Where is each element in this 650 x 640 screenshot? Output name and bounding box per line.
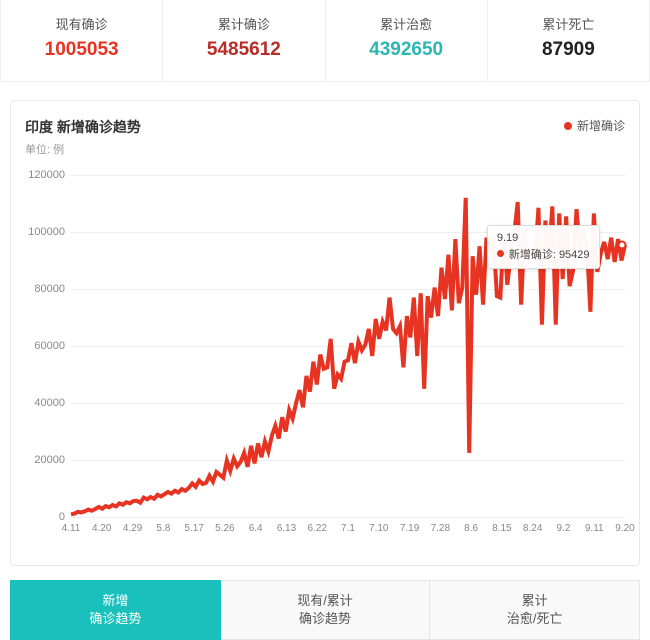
tab-line1: 现有/累计 — [221, 592, 430, 610]
stat-label: 累计死亡 — [488, 14, 649, 33]
stat-label: 累计确诊 — [163, 14, 324, 33]
tab-line1: 新增 — [11, 592, 220, 610]
x-axis: 4.114.204.295.85.175.266.46.136.227.17.1… — [71, 517, 625, 555]
stat-label: 现有确诊 — [1, 14, 162, 33]
tab-recovered-deaths[interactable]: 累计 治愈/死亡 — [430, 580, 640, 640]
tab-new-cases[interactable]: 新增 确诊趋势 — [10, 580, 221, 640]
chart-area[interactable]: 020000400006000080000100000120000 9.19 新… — [25, 175, 625, 555]
stat-value: 87909 — [488, 39, 649, 61]
tooltip-dot-icon — [497, 250, 504, 257]
stat-deaths: 累计死亡 87909 — [487, 0, 649, 81]
stat-value: 4392650 — [326, 39, 487, 61]
y-axis: 020000400006000080000100000120000 — [25, 175, 71, 517]
chart-unit: 单位: 例 — [25, 141, 141, 157]
legend-label: 新增确诊 — [577, 117, 625, 134]
tab-active-total[interactable]: 现有/累计 确诊趋势 — [221, 580, 431, 640]
chart-title: 印度 新增确诊趋势 — [25, 117, 141, 137]
stat-value: 1005053 — [1, 39, 162, 61]
tooltip: 9.19 新增确诊: 95429 — [487, 225, 600, 269]
plot: 9.19 新增确诊: 95429 — [71, 175, 625, 517]
tabs: 新增 确诊趋势 现有/累计 确诊趋势 累计 治愈/死亡 — [10, 580, 640, 640]
stat-value: 5485612 — [163, 39, 324, 61]
tab-line1: 累计 — [430, 592, 639, 610]
stats-row: 现有确诊 1005053 累计确诊 5485612 累计治愈 4392650 累… — [0, 0, 650, 82]
stat-recovered: 累计治愈 4392650 — [325, 0, 487, 81]
chart-legend: 新增确诊 — [564, 117, 625, 134]
tooltip-date: 9.19 — [497, 232, 590, 244]
stat-active: 现有确诊 1005053 — [1, 0, 162, 81]
hover-marker-icon — [617, 241, 626, 250]
legend-dot-icon — [564, 122, 572, 130]
tab-line2: 确诊趋势 — [11, 610, 220, 628]
chart-card: 印度 新增确诊趋势 单位: 例 新增确诊 0200004000060000800… — [10, 100, 640, 566]
stat-confirmed: 累计确诊 5485612 — [162, 0, 324, 81]
chart-header: 印度 新增确诊趋势 单位: 例 新增确诊 — [25, 117, 625, 157]
tooltip-text: 新增确诊: 95429 — [509, 246, 590, 262]
tab-line2: 治愈/死亡 — [430, 610, 639, 628]
tab-line2: 确诊趋势 — [221, 610, 430, 628]
stat-label: 累计治愈 — [326, 14, 487, 33]
